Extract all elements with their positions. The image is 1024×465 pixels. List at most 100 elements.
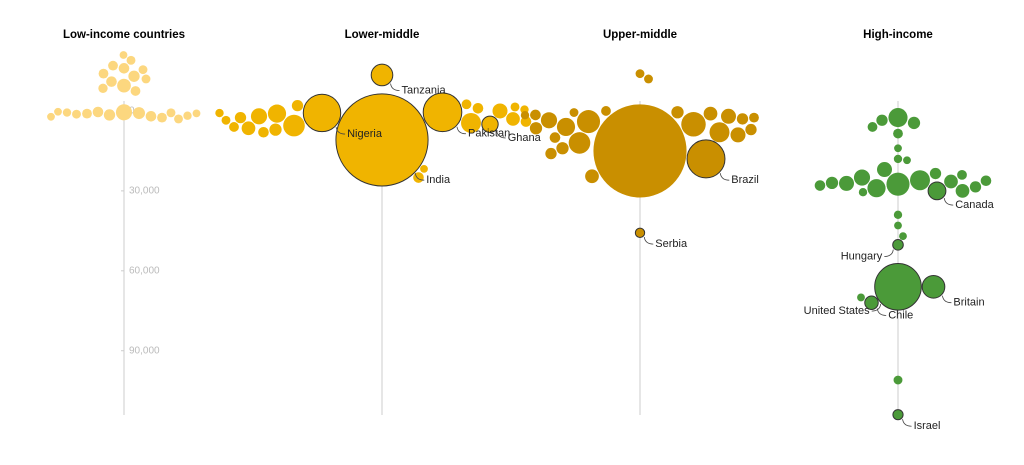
- bubble: [141, 74, 151, 84]
- bubble: [730, 127, 746, 143]
- bubble: [422, 92, 463, 133]
- bubble: [825, 176, 839, 190]
- bubble: [893, 375, 903, 385]
- y-tick-label: 0: [129, 106, 135, 117]
- bubble: [709, 122, 730, 143]
- bubble: [335, 93, 429, 187]
- bubble: [510, 102, 520, 112]
- bubble: [250, 108, 268, 125]
- bubble: [157, 112, 167, 123]
- country-label: Nigeria: [347, 128, 383, 140]
- panel-title: Low-income countries: [63, 29, 185, 41]
- bubble: [867, 179, 886, 198]
- bubble: [874, 262, 922, 311]
- bubble: [529, 122, 543, 135]
- bubble: [876, 114, 888, 126]
- bubble: [183, 111, 192, 120]
- bubble: [903, 156, 911, 165]
- bubble: [126, 55, 136, 65]
- bubble: [892, 239, 904, 251]
- country-label: Israel: [914, 420, 941, 432]
- bubble: [72, 109, 81, 119]
- country-label: Serbia: [655, 238, 688, 250]
- bubble: [234, 111, 247, 124]
- bubble: [241, 121, 256, 136]
- bubble: [635, 69, 645, 79]
- bubble: [969, 181, 982, 193]
- bubbles: [47, 51, 201, 124]
- bubble: [749, 112, 759, 123]
- bubble: [736, 113, 749, 125]
- bubble: [506, 112, 520, 126]
- bubbles: [215, 63, 540, 187]
- label-arrow: [871, 304, 882, 312]
- bubble: [556, 117, 576, 137]
- bubble: [853, 169, 871, 186]
- bubble: [864, 295, 879, 311]
- bubble: [814, 180, 826, 191]
- bubble: [62, 108, 72, 117]
- country-label: Canada: [955, 199, 994, 211]
- bubble: [745, 123, 757, 136]
- bubble: [957, 169, 967, 180]
- label-arrow: [876, 308, 887, 316]
- bubble: [174, 114, 183, 124]
- country-label: Brazil: [731, 174, 759, 186]
- bubble: [370, 63, 394, 87]
- bubble: [893, 154, 903, 164]
- bubble: [644, 74, 653, 84]
- bubble: [545, 147, 557, 160]
- bubble: [108, 60, 118, 71]
- label-arrow: [643, 237, 654, 245]
- bubble: [601, 106, 611, 116]
- bubble: [540, 112, 558, 129]
- bubble: [593, 104, 687, 198]
- bubble: [867, 122, 878, 132]
- bubble: [569, 108, 579, 117]
- bubble: [894, 144, 902, 153]
- bubble: [520, 111, 530, 120]
- bubble: [585, 169, 599, 184]
- bubble: [703, 106, 718, 121]
- bubble: [492, 103, 508, 119]
- panel-title: Lower-middle: [345, 29, 420, 41]
- bubble: [82, 108, 92, 119]
- bubble: [907, 116, 921, 130]
- bubble: [894, 221, 902, 230]
- bubbles: [520, 69, 759, 239]
- bubble: [413, 172, 424, 183]
- bubble: [98, 68, 109, 79]
- bubble: [98, 83, 108, 93]
- y-tick-label: 90,000: [129, 345, 160, 356]
- bubble: [461, 99, 472, 110]
- bubble: [118, 63, 130, 74]
- bubble: [119, 51, 128, 59]
- bubble: [839, 175, 854, 191]
- bubble: [671, 106, 684, 119]
- bubble: [106, 76, 117, 87]
- label-arrow: [456, 126, 467, 135]
- bubble: [549, 132, 561, 143]
- bubble: [481, 115, 499, 133]
- bubble: [215, 108, 224, 118]
- bubble: [556, 142, 569, 155]
- panel-title: Upper-middle: [603, 29, 677, 41]
- bubble: [54, 107, 62, 116]
- bubble: [955, 184, 970, 198]
- bubble: [461, 112, 481, 133]
- bubble: [530, 109, 541, 121]
- bubble: [267, 104, 287, 123]
- bubble: [634, 227, 646, 239]
- label-arrow: [884, 249, 894, 257]
- label-arrow: [902, 419, 912, 427]
- bubble: [886, 172, 910, 196]
- label-arrow: [942, 295, 952, 304]
- bubble: [128, 70, 140, 82]
- bubble: [130, 86, 141, 96]
- bubble: [47, 112, 55, 121]
- bubble: [944, 174, 958, 189]
- panel-title: High-income: [863, 29, 933, 41]
- bubble: [929, 167, 942, 180]
- bubble: [472, 102, 484, 114]
